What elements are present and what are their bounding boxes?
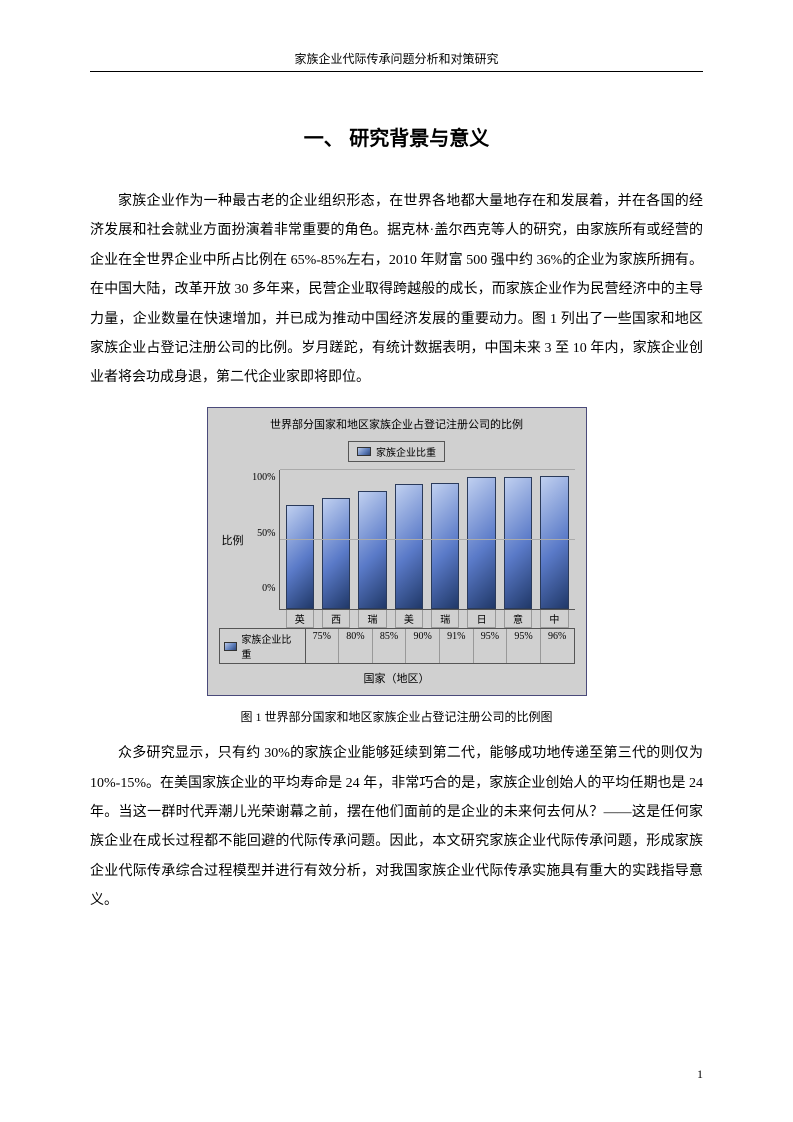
bar [504, 477, 532, 609]
chart-inner: 世界部分国家和地区家族企业占登记注册公司的比例 家族企业比重 比例 100% 5… [213, 413, 581, 691]
data-cell: 90% [405, 629, 439, 663]
x-category: 英 [286, 610, 314, 628]
data-cell: 91% [439, 629, 473, 663]
legend-swatch [357, 447, 371, 456]
page-number: 1 [697, 1067, 703, 1082]
x-category: 瑞 [431, 610, 459, 628]
x-category: 西 [322, 610, 350, 628]
figure-caption: 图 1 世界部分国家和地区家族企业占登记注册公司的比例图 [90, 708, 703, 725]
y-tick: 0% [247, 583, 276, 594]
chart-plot-area: 比例 100% 50% 0% [213, 470, 581, 610]
y-ticks: 100% 50% 0% [247, 470, 279, 610]
header-title: 家族企业代际传承问题分析和对策研究 [294, 52, 498, 66]
data-cell: 95% [473, 629, 507, 663]
paragraph-2: 众多研究显示，只有约 30%的家族企业能够延续到第二代，能够成功地传递至第三代的… [90, 739, 703, 915]
bar [395, 484, 423, 609]
y-tick: 50% [247, 528, 276, 539]
bar [467, 477, 495, 609]
data-cell: 80% [338, 629, 372, 663]
data-cell: 75% [306, 629, 339, 663]
chart-container: 世界部分国家和地区家族企业占登记注册公司的比例 家族企业比重 比例 100% 5… [207, 407, 587, 697]
bars-area [279, 470, 575, 610]
bar [431, 483, 459, 609]
data-value-row: 家族企业比重 75% 80% 85% 90% 91% 95% 95% 96% [219, 628, 575, 664]
data-cell: 85% [372, 629, 406, 663]
legend-swatch-icon [224, 642, 238, 651]
x-axis-label: 国家（地区） [213, 668, 581, 690]
bar [286, 505, 314, 609]
x-category: 日 [467, 610, 495, 628]
paragraph-1: 家族企业作为一种最古老的企业组织形态，在世界各地都大量地存在和发展着，并在各国的… [90, 187, 703, 393]
x-category: 中 [540, 610, 568, 628]
bar [322, 498, 350, 609]
data-row-label: 家族企业比重 [220, 629, 306, 663]
data-cell: 95% [506, 629, 540, 663]
legend-label: 家族企业比重 [376, 444, 436, 459]
x-category: 美 [395, 610, 423, 628]
page-header: 家族企业代际传承问题分析和对策研究 [90, 50, 703, 72]
y-axis-label: 比例 [219, 470, 247, 610]
chart-title: 世界部分国家和地区家族企业占登记注册公司的比例 [213, 413, 581, 438]
x-category-row: 英 西 瑞 美 瑞 日 意 中 [273, 610, 581, 628]
x-category: 意 [504, 610, 532, 628]
section-title: 一、 研究背景与意义 [90, 122, 703, 151]
y-tick: 100% [247, 472, 276, 483]
x-category: 瑞 [358, 610, 386, 628]
chart-legend: 家族企业比重 [213, 437, 581, 466]
bar [540, 476, 568, 609]
bar [358, 491, 386, 609]
data-cell: 96% [540, 629, 574, 663]
